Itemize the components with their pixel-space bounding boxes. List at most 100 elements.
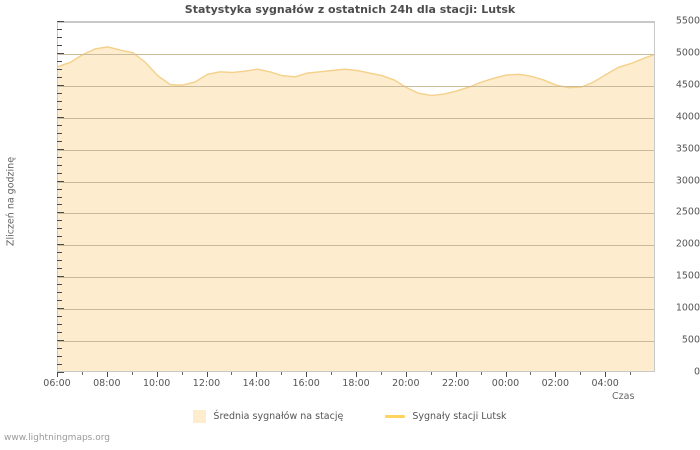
y-tick-minor (57, 60, 62, 62)
footer-url: www.lightningmaps.org (4, 433, 110, 443)
gridline-4500 (58, 85, 654, 87)
gridline-500 (58, 341, 654, 343)
chart-legend: Średnia sygnałów na stację Sygnały stacj… (0, 410, 700, 423)
y-tick-minor (57, 364, 62, 366)
y-tick-major-1000 (57, 308, 64, 310)
y-tick-minor (57, 108, 62, 110)
y-tick-major-500 (57, 340, 64, 342)
series-area-fill (58, 46, 654, 371)
series-line (58, 46, 654, 97)
y-tick-label-4500: 4500 (675, 79, 700, 91)
y-tick-label-3500: 3500 (675, 143, 700, 155)
x-axis-title: Czas (612, 391, 635, 402)
y-tick-minor (57, 188, 62, 190)
gridline-5000 (58, 53, 654, 55)
y-tick-minor (57, 196, 62, 198)
y-tick-minor (57, 300, 62, 302)
chart-title: Statystyka sygnałów z ostatnich 24h dla … (184, 3, 516, 16)
x-tick-22:00 (455, 372, 457, 377)
x-tick-10:00 (156, 372, 158, 377)
legend-label-station: Sygnały stacji Lutsk (412, 411, 507, 422)
y-tick-label-2500: 2500 (675, 206, 700, 218)
y-tick-minor (57, 260, 62, 262)
gridline-3500 (58, 149, 654, 151)
x-tick-minor (380, 372, 382, 375)
y-tick-minor (57, 164, 62, 166)
x-tick-18:00 (356, 372, 357, 377)
x-tick-12:00 (206, 372, 208, 377)
y-tick-minor (57, 220, 62, 222)
y-tick-minor (57, 356, 62, 358)
x-tick-label-16:00: 16:00 (292, 378, 320, 389)
y-tick-label-4000: 4000 (675, 111, 700, 123)
y-tick-minor (57, 292, 62, 294)
y-tick-major-4500 (57, 84, 64, 86)
y-tick-minor (57, 92, 62, 94)
x-tick-label-12:00: 12:00 (192, 378, 221, 389)
gridline-2000 (58, 245, 654, 247)
x-tick-minor (630, 372, 632, 375)
y-tick-major-3000 (57, 180, 64, 182)
y-tick-label-5500: 5500 (675, 15, 700, 27)
gridline-3000 (58, 181, 654, 183)
gridline-5500 (58, 22, 654, 23)
x-tick-minor (480, 372, 482, 375)
x-tick-minor (430, 372, 432, 375)
x-tick-label-10:00: 10:00 (142, 378, 171, 389)
y-tick-minor (57, 348, 62, 350)
y-tick-major-2000 (57, 244, 64, 246)
x-tick-04:00 (605, 372, 607, 377)
y-tick-minor (57, 76, 62, 78)
y-tick-label-500: 500 (681, 334, 700, 346)
y-tick-minor (57, 204, 62, 206)
y-tick-major-2500 (57, 212, 64, 214)
y-tick-minor (57, 236, 62, 238)
y-tick-minor (57, 268, 62, 270)
x-tick-minor (281, 372, 283, 375)
y-tick-label-5000: 5000 (675, 47, 700, 59)
legend-item-station[interactable]: Sygnały stacji Lutsk (385, 411, 507, 422)
y-tick-minor (57, 284, 62, 286)
y-tick-minor (57, 228, 62, 230)
y-tick-major-5000 (57, 52, 64, 54)
x-tick-label-22:00: 22:00 (441, 378, 470, 389)
x-tick-label-14:00: 14:00 (242, 378, 271, 389)
x-tick-08:00 (106, 372, 108, 377)
y-tick-label-2000: 2000 (675, 238, 700, 250)
legend-item-average[interactable]: Średnia sygnałów na stację (193, 410, 343, 423)
x-tick-label-04:00: 04:00 (591, 378, 619, 389)
x-tick-minor (181, 372, 183, 375)
x-tick-label-02:00: 02:00 (541, 378, 570, 389)
x-tick-label-18:00: 18:00 (342, 378, 370, 389)
x-tick-14:00 (256, 372, 258, 377)
series-area-chart (58, 46, 654, 371)
gridline-1000 (58, 309, 654, 311)
gridline-4000 (58, 117, 654, 119)
x-tick-02:00 (555, 372, 557, 377)
y-tick-minor (57, 156, 62, 158)
y-tick-major-3500 (57, 148, 64, 150)
gridline-1500 (58, 277, 654, 279)
y-tick-major-5500 (57, 21, 64, 22)
y-tick-major-1500 (57, 276, 64, 278)
x-tick-minor (331, 372, 333, 375)
x-tick-minor (231, 372, 233, 375)
x-tick-20:00 (405, 372, 407, 377)
y-tick-minor (57, 324, 62, 326)
x-tick-minor (131, 372, 133, 375)
y-tick-label-3000: 3000 (675, 175, 700, 187)
x-tick-label-00:00: 00:00 (491, 378, 520, 389)
y-tick-minor (57, 252, 62, 254)
x-tick-label-08:00: 08:00 (93, 378, 121, 389)
y-tick-minor (57, 332, 62, 334)
plot-area (57, 21, 655, 372)
y-tick-label-1500: 1500 (675, 270, 700, 282)
legend-label-average: Średnia sygnałów na stację (213, 411, 344, 422)
y-tick-minor (57, 28, 62, 30)
y-tick-minor (57, 68, 62, 70)
x-tick-minor (81, 372, 83, 375)
y-tick-minor (57, 132, 62, 134)
y-tick-minor (57, 140, 62, 142)
y-tick-minor (57, 100, 62, 102)
